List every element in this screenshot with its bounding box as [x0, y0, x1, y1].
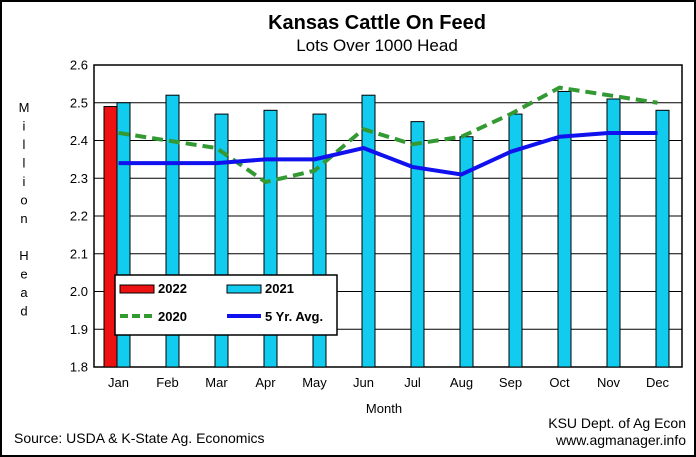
- y-label-letter: n: [20, 211, 27, 226]
- y-label-letter: H: [19, 248, 28, 263]
- x-tick-label: Mar: [205, 375, 228, 390]
- y-tick-label: 2.1: [70, 246, 88, 261]
- y-label-letter: i: [23, 119, 26, 134]
- bar-2021-Jun: [361, 94, 376, 368]
- bar-2021-Oct: [557, 90, 572, 368]
- legend-swatch-2022: [119, 284, 155, 294]
- y-tick-label: 2.4: [70, 133, 88, 148]
- credit-line-2: www.agmanager.info: [555, 432, 686, 448]
- bar-2021-Jul: [410, 121, 425, 368]
- y-tick-label: 2.6: [70, 58, 88, 73]
- y-label-letter: e: [20, 267, 27, 282]
- x-tick-label: Jul: [404, 375, 421, 390]
- chart-title: Kansas Cattle On Feed: [268, 12, 486, 34]
- x-axis-ticks: Jan Feb Mar Apr May Jun Jul Aug Sep Oct Nov Dec: [108, 375, 670, 390]
- x-tick-label: Jan: [108, 375, 129, 390]
- x-tick-label: Apr: [255, 375, 276, 390]
- y-tick-label: 2.0: [70, 284, 88, 299]
- legend: 2022 2021 2020 5 Yr. Avg.: [114, 274, 338, 336]
- y-tick-label: 1.8: [70, 360, 88, 375]
- y-tick-label: 2.3: [70, 171, 88, 186]
- bar-2021-Dec: [655, 109, 670, 368]
- legend-label-2022: 2022: [158, 281, 187, 296]
- series-line-5-yr-avg-: [118, 130, 658, 177]
- x-tick-label: Oct: [549, 375, 570, 390]
- legend-swatch-2021: [226, 284, 262, 294]
- legend-label-2020: 2020: [158, 309, 187, 324]
- chart-subtitle: Lots Over 1000 Head: [296, 36, 458, 55]
- source-note: Source: USDA & K-State Ag. Economics: [14, 430, 265, 446]
- x-tick-label: Feb: [156, 375, 178, 390]
- credit-line-1: KSU Dept. of Ag Econ: [548, 415, 686, 431]
- y-tick-label: 1.9: [70, 322, 88, 337]
- bar-2021-Sep: [508, 113, 523, 368]
- y-tick-label: 2.5: [70, 95, 88, 110]
- x-tick-label: Sep: [499, 375, 522, 390]
- y-label-letter: l: [23, 156, 26, 171]
- bar-2021-Nov: [606, 98, 621, 368]
- x-tick-label: Dec: [646, 375, 670, 390]
- legend-label-2021: 2021: [265, 281, 294, 296]
- x-axis-label: Month: [366, 401, 402, 416]
- bar-2021-Aug: [459, 136, 474, 368]
- series-lines: [118, 85, 658, 185]
- y-label-letter: o: [20, 193, 27, 208]
- x-tick-label: Aug: [450, 375, 473, 390]
- y-label-letter: l: [23, 137, 26, 152]
- legend-box: [114, 274, 338, 336]
- x-tick-label: May: [302, 375, 327, 390]
- y-axis-ticks: 1.8 1.9 2.0 2.1 2.2 2.3 2.4 2.5 2.6: [70, 58, 88, 375]
- y-label-letter: a: [20, 285, 28, 300]
- y-label-letter: M: [19, 100, 30, 115]
- y-tick-label: 2.2: [70, 209, 88, 224]
- x-tick-label: Jun: [353, 375, 374, 390]
- y-label-letter: i: [23, 174, 26, 189]
- x-tick-label: Nov: [597, 375, 621, 390]
- legend-label-5-yr-avg-: 5 Yr. Avg.: [265, 309, 323, 324]
- series-line-2020: [118, 85, 658, 185]
- y-label-letter: d: [20, 304, 27, 319]
